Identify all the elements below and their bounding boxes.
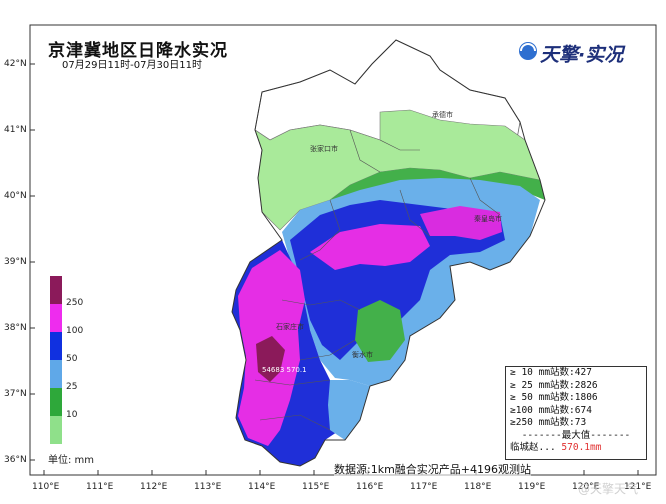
lon-label: 113°E	[194, 482, 222, 492]
lat-label: 37°N	[4, 389, 27, 399]
data-source: 数据源:1km融合实况产品+4196观测站	[334, 461, 532, 477]
brand-label: 天擎·实况	[540, 44, 624, 66]
legend-colorbar	[50, 276, 62, 444]
lon-label: 112°E	[140, 482, 168, 492]
lon-label: 117°E	[410, 482, 438, 492]
legend-swatch-0	[50, 416, 62, 444]
legend-swatch-25	[50, 360, 62, 388]
city-label: 承德市	[432, 111, 453, 119]
legend-unit: 单位: mm	[48, 455, 95, 466]
watermark: @天擎天气	[578, 482, 639, 496]
lat-label: 38°N	[4, 323, 27, 333]
city-label: 石家庄市	[276, 323, 304, 331]
stats-max-row: 临城赵... 570.1mm	[506, 442, 646, 455]
legend-swatch-50	[50, 332, 62, 360]
region-green	[330, 168, 545, 215]
legend-swatch-10	[50, 388, 62, 416]
region-extreme	[256, 336, 285, 382]
legend-label: 10	[66, 410, 78, 420]
city-label: 秦皇岛市	[474, 215, 502, 223]
legend-label: 100	[66, 326, 84, 336]
stats-max-value: 570.1mm	[561, 442, 602, 453]
lon-label: 118°E	[464, 482, 492, 492]
lon-label: 119°E	[518, 482, 546, 492]
map-title: 京津冀地区日降水实况	[48, 41, 228, 61]
lat-label: 41°N	[4, 125, 27, 135]
province-boundary	[231, 39, 546, 467]
lon-label: 111°E	[86, 482, 114, 492]
county-boundaries	[254, 129, 501, 431]
lat-label: 42°N	[4, 59, 27, 69]
region-southeast	[328, 380, 370, 440]
region-magenta-east	[420, 206, 502, 240]
stats-row: ≥ 25 mm站数:2826	[510, 379, 598, 391]
stats-row: ≥100 mm站数:674	[510, 404, 592, 416]
lon-label: 110°E	[32, 482, 60, 492]
stats-row: ≥ 10 mm站数:427	[510, 367, 592, 378]
lat-label: 36°N	[4, 455, 27, 465]
stats-row: ≥ 50 mm站数:1806	[510, 392, 598, 403]
station-stats-box: ≥ 10 mm站数:427 ≥ 25 mm站数:2826 ≥ 50 mm站数:1…	[505, 366, 647, 460]
lat-label: 39°N	[4, 257, 27, 267]
lat-ticks	[30, 63, 35, 461]
city-label: 张家口市	[310, 145, 338, 153]
lon-label: 114°E	[248, 482, 276, 492]
lon-label: 121°E	[624, 482, 652, 492]
city-label: 衡水市	[352, 351, 373, 359]
max-point-label: 54683 570.1	[262, 366, 307, 374]
legend-swatch-250plus	[50, 276, 62, 304]
legend-label: 250	[66, 298, 84, 308]
region-green-pocket	[355, 300, 405, 362]
lon-label: 115°E	[302, 482, 330, 492]
lon-label: 120°E	[572, 482, 600, 492]
legend-swatch-100	[50, 304, 62, 332]
stats-max-header: -------最大值-------	[521, 429, 631, 441]
legend-label: 50	[66, 354, 78, 364]
map-subtitle: 07月29日11时-07月30日11时	[62, 60, 202, 71]
brand-logo-icon	[519, 42, 537, 60]
stats-max-name: 临城赵...	[510, 442, 556, 453]
legend-label: 25	[66, 382, 78, 392]
region-magenta-north	[310, 224, 430, 270]
stats-row: ≥250 mm站数:73	[510, 417, 587, 428]
lat-label: 40°N	[4, 191, 27, 201]
lon-label: 116°E	[356, 482, 384, 492]
